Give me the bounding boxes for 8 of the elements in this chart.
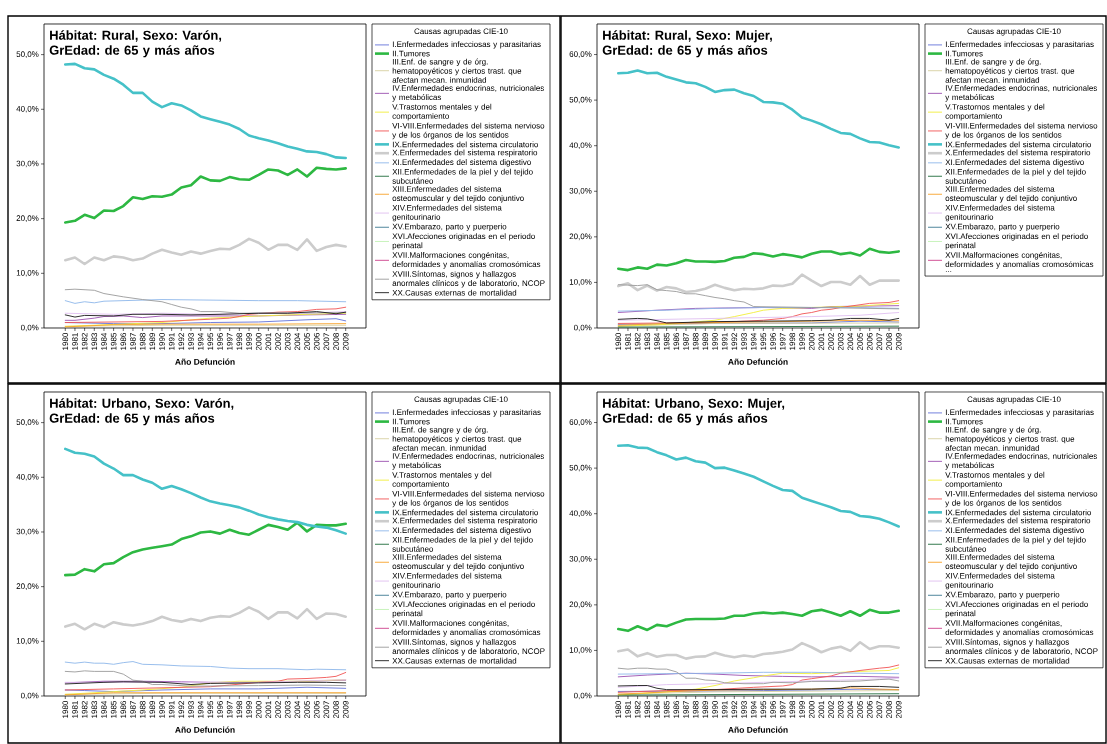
text: Hábitat: Urbano, Sexo: Mujer, GrEdad: de 65 y más años (602, 398, 785, 426)
x-axis-title: Año Defunción (728, 358, 788, 365)
x-axis-title: Año Defunción (728, 726, 788, 733)
text: Hábitat: Urbano, Sexo: Varón, GrEdad: de 65 y más años (49, 398, 234, 426)
text: Hábitat: Rural, Sexo: Mujer, GrEdad: de 65 y más años (602, 30, 772, 58)
x-axis-title: Año Defunción (175, 726, 235, 733)
text: Hábitat: Rural, Sexo: Varón, GrEdad: de 65 y más años (49, 30, 222, 58)
x-axis-title: Año Defunción (175, 358, 235, 365)
